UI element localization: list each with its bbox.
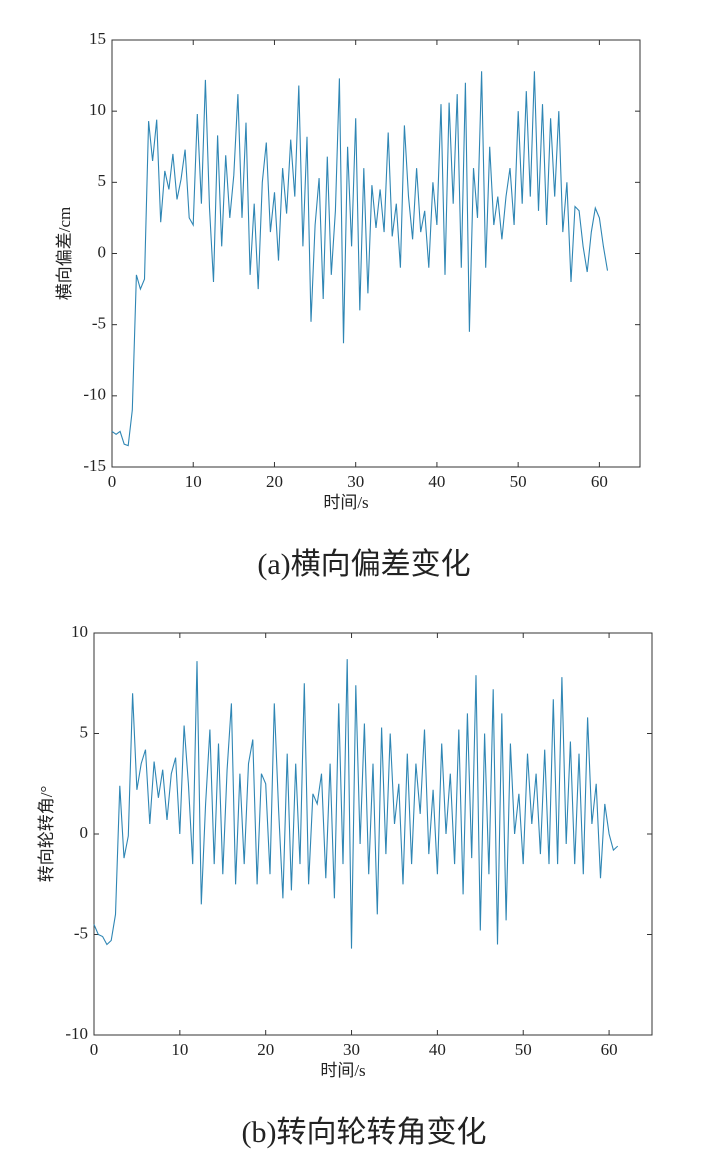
y-tick-label: 0 bbox=[80, 823, 89, 842]
data-line bbox=[111, 71, 609, 447]
y-axis-label: 转向轮转角/° bbox=[37, 786, 56, 883]
caption: (b)转向轮转角变化 bbox=[242, 1116, 487, 1149]
plot-frame bbox=[93, 632, 653, 1036]
y-tick-label: -10 bbox=[65, 1024, 88, 1043]
x-tick-label: 60 bbox=[601, 1040, 618, 1059]
x-axis-label: 时间/s bbox=[323, 493, 368, 512]
y-tick-label: 5 bbox=[80, 722, 89, 741]
x-tick-label: 50 bbox=[510, 472, 527, 491]
x-tick-label: 60 bbox=[591, 472, 608, 491]
y-tick-label: -5 bbox=[92, 314, 106, 333]
x-axis-label: 时间/s bbox=[320, 1061, 365, 1080]
y-tick-label: 5 bbox=[98, 171, 107, 190]
x-tick-label: 50 bbox=[515, 1040, 532, 1059]
x-tick-label: 30 bbox=[343, 1040, 360, 1059]
x-tick-label: 40 bbox=[428, 472, 445, 491]
x-tick-label: 20 bbox=[257, 1040, 274, 1059]
x-tick-label: 10 bbox=[185, 472, 202, 491]
data-line bbox=[93, 659, 619, 949]
y-tick-label: -5 bbox=[74, 923, 88, 942]
plot-frame bbox=[111, 39, 641, 468]
x-tick-label: 0 bbox=[108, 472, 117, 491]
y-tick-label: -10 bbox=[83, 385, 106, 404]
y-tick-label: 0 bbox=[98, 242, 107, 261]
x-tick-label: 40 bbox=[429, 1040, 446, 1059]
x-tick-label: 30 bbox=[347, 472, 364, 491]
caption: (a)横向偏差变化 bbox=[257, 548, 470, 581]
y-tick-label: -15 bbox=[83, 456, 106, 475]
x-tick-label: 10 bbox=[171, 1040, 188, 1059]
x-tick-label: 20 bbox=[266, 472, 283, 491]
y-axis-label: 横向偏差/cm bbox=[55, 207, 74, 301]
y-tick-label: 10 bbox=[71, 622, 88, 641]
y-tick-label: 10 bbox=[89, 100, 106, 119]
y-tick-label: 15 bbox=[89, 29, 106, 48]
x-tick-label: 0 bbox=[90, 1040, 99, 1059]
